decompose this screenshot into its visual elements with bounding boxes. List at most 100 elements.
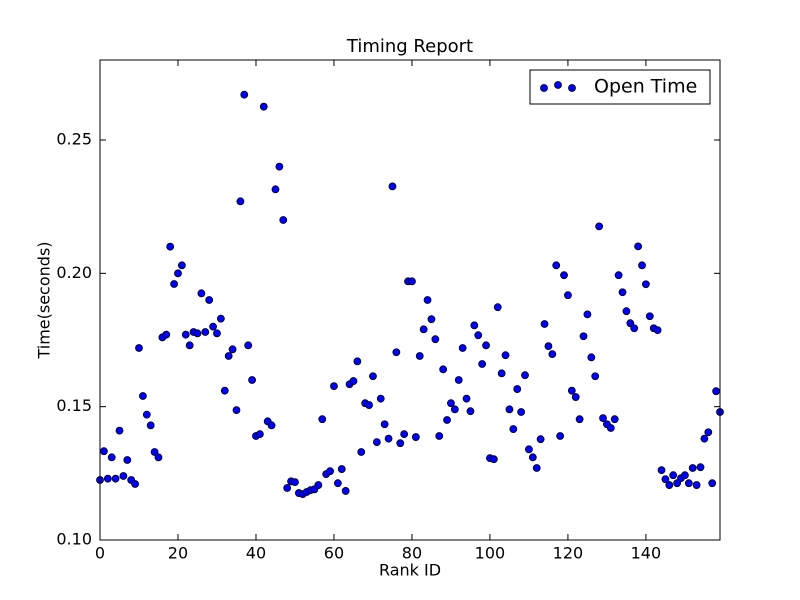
scatter-point <box>517 408 526 416</box>
scatter-point <box>216 314 225 323</box>
x-tick-label: 0 <box>95 544 105 563</box>
scatter-point <box>228 345 237 354</box>
y-tick-label: 0.25 <box>56 130 92 149</box>
x-tick-label: 100 <box>475 544 506 563</box>
scatter-point <box>353 357 362 366</box>
scatter-point <box>384 434 393 443</box>
scatter-point <box>645 312 654 321</box>
scatter-point <box>244 341 253 350</box>
scatter-point <box>224 352 233 360</box>
scatter-point <box>692 481 701 489</box>
scatter-point <box>314 481 323 489</box>
scatter-point <box>220 386 229 395</box>
scatter-point <box>213 329 221 338</box>
scatter-point <box>201 328 210 336</box>
scatter-point <box>684 479 693 488</box>
scatter-point <box>532 464 541 472</box>
chart-title: Timing Report <box>346 36 473 57</box>
scatter-point <box>419 325 428 334</box>
scatter-point <box>470 321 479 330</box>
y-tick-label: 0.20 <box>56 263 92 282</box>
scatter-point <box>450 405 459 414</box>
scatter-point <box>271 185 280 194</box>
scatter-point <box>99 447 108 456</box>
scatter-point <box>642 280 650 289</box>
scatter-point <box>291 478 299 487</box>
scatter-point <box>497 369 506 378</box>
scatter-point <box>622 307 631 316</box>
scatter-point <box>146 421 155 430</box>
scatter-point <box>489 455 498 464</box>
scatter-point <box>536 435 545 444</box>
scatter-point <box>174 269 182 278</box>
scatter-point <box>466 407 475 416</box>
scatter-point <box>528 453 537 462</box>
scatter-point <box>587 353 596 362</box>
scatter-point <box>443 416 451 424</box>
scatter-point <box>552 261 561 270</box>
scatter-point <box>447 399 455 408</box>
scatter-point <box>462 394 471 403</box>
scatter-point <box>392 348 401 357</box>
scatter-point <box>166 242 175 251</box>
scatter-point <box>115 426 124 435</box>
y-tick-label: 0.10 <box>56 530 92 549</box>
scatter-point <box>326 467 334 476</box>
scatter-point <box>255 430 264 439</box>
scatter-point <box>427 315 436 324</box>
scatter-point <box>162 330 171 339</box>
scatter-point <box>411 433 420 441</box>
scatter-point <box>337 465 346 473</box>
x-tick-label: 80 <box>402 544 422 563</box>
scatter-point <box>708 479 717 488</box>
scatter-point <box>439 365 448 374</box>
scatter-point <box>197 289 206 298</box>
scatter-point <box>131 480 139 488</box>
scatter-point <box>599 414 607 423</box>
scatter-point <box>279 216 288 224</box>
scatter-point <box>560 271 568 280</box>
scatter-point <box>123 456 132 464</box>
scatter-point <box>357 448 366 456</box>
scatter-point <box>525 445 533 454</box>
x-axis-label: Rank ID <box>379 561 441 580</box>
scatter-point <box>248 376 256 384</box>
legend-marker <box>568 84 576 92</box>
scatter-point <box>240 90 249 99</box>
scatter-point <box>154 453 163 462</box>
scatter-point <box>634 242 643 251</box>
scatter-point <box>177 261 186 270</box>
scatter-point <box>372 438 381 447</box>
x-tick-label: 140 <box>631 544 662 563</box>
scatter-point <box>365 401 373 409</box>
y-tick-label: 0.15 <box>56 396 92 415</box>
scatter-point <box>638 261 646 270</box>
scatter-point <box>567 386 576 395</box>
scatter-point <box>579 332 588 341</box>
scatter-point <box>209 322 217 331</box>
scatter-point <box>376 394 385 403</box>
scatter-point <box>150 448 159 456</box>
scatter-point <box>653 326 662 335</box>
scatter-point <box>333 479 342 488</box>
scatter-point <box>595 222 604 231</box>
scatter-point <box>138 392 147 400</box>
scatter-point <box>681 471 689 480</box>
scatter-point <box>591 372 600 381</box>
scatter-point <box>415 352 424 360</box>
scatter-point <box>431 335 440 344</box>
scatter-point <box>575 415 584 424</box>
scatter-point <box>630 324 639 333</box>
scatter-point <box>657 466 666 475</box>
scatter-point <box>369 372 377 381</box>
scatter-point <box>618 288 627 297</box>
scatter-point <box>606 424 615 432</box>
scatter-point <box>571 393 580 401</box>
scatter-point <box>232 406 241 415</box>
scatter-point <box>614 271 623 280</box>
scatter-point <box>478 360 487 368</box>
scatter-point <box>548 350 557 359</box>
scatter-point <box>408 277 416 286</box>
scatter-point <box>540 320 549 328</box>
